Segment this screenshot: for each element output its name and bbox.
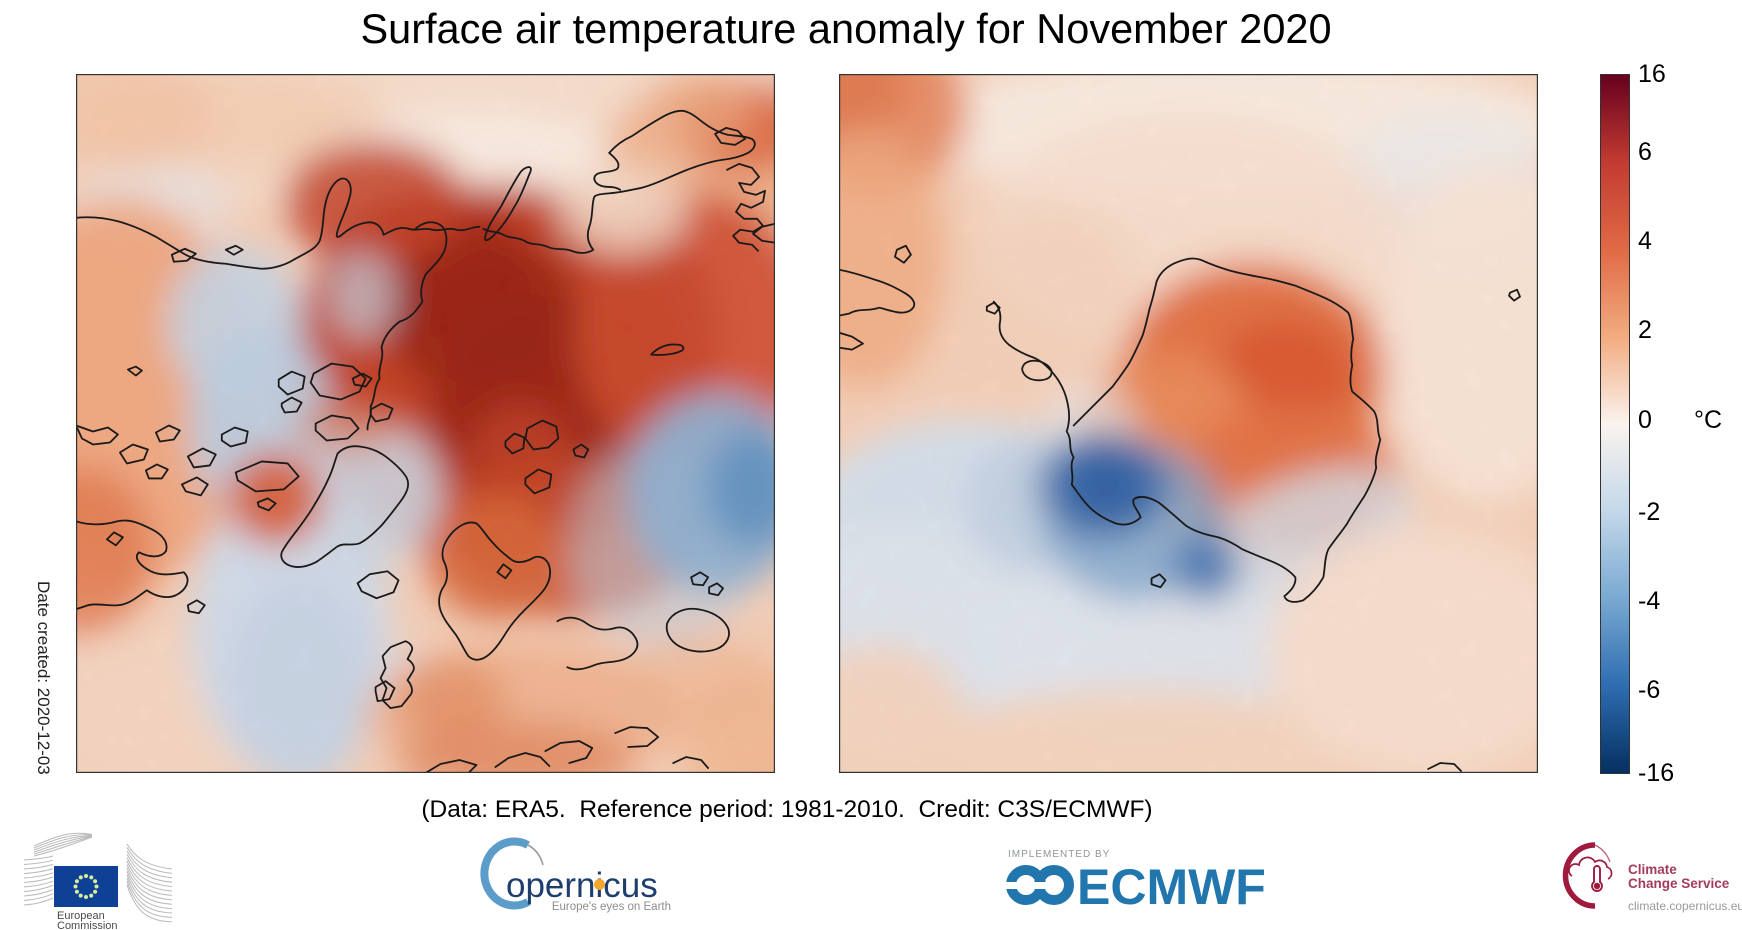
- svg-text:Climate: Climate: [1628, 862, 1677, 877]
- svg-text:Commission: Commission: [57, 920, 118, 930]
- svg-text:climate.copernicus.eu: climate.copernicus.eu: [1628, 899, 1742, 913]
- svg-text:IMPLEMENTED BY: IMPLEMENTED BY: [1008, 849, 1110, 860]
- svg-text:European: European: [57, 910, 105, 922]
- svg-text:ECMWF: ECMWF: [1077, 859, 1266, 915]
- svg-text:Change Service: Change Service: [1628, 876, 1730, 891]
- svg-text:opernicus: opernicus: [506, 866, 658, 905]
- svg-text:Europe's eyes on Earth: Europe's eyes on Earth: [552, 901, 671, 913]
